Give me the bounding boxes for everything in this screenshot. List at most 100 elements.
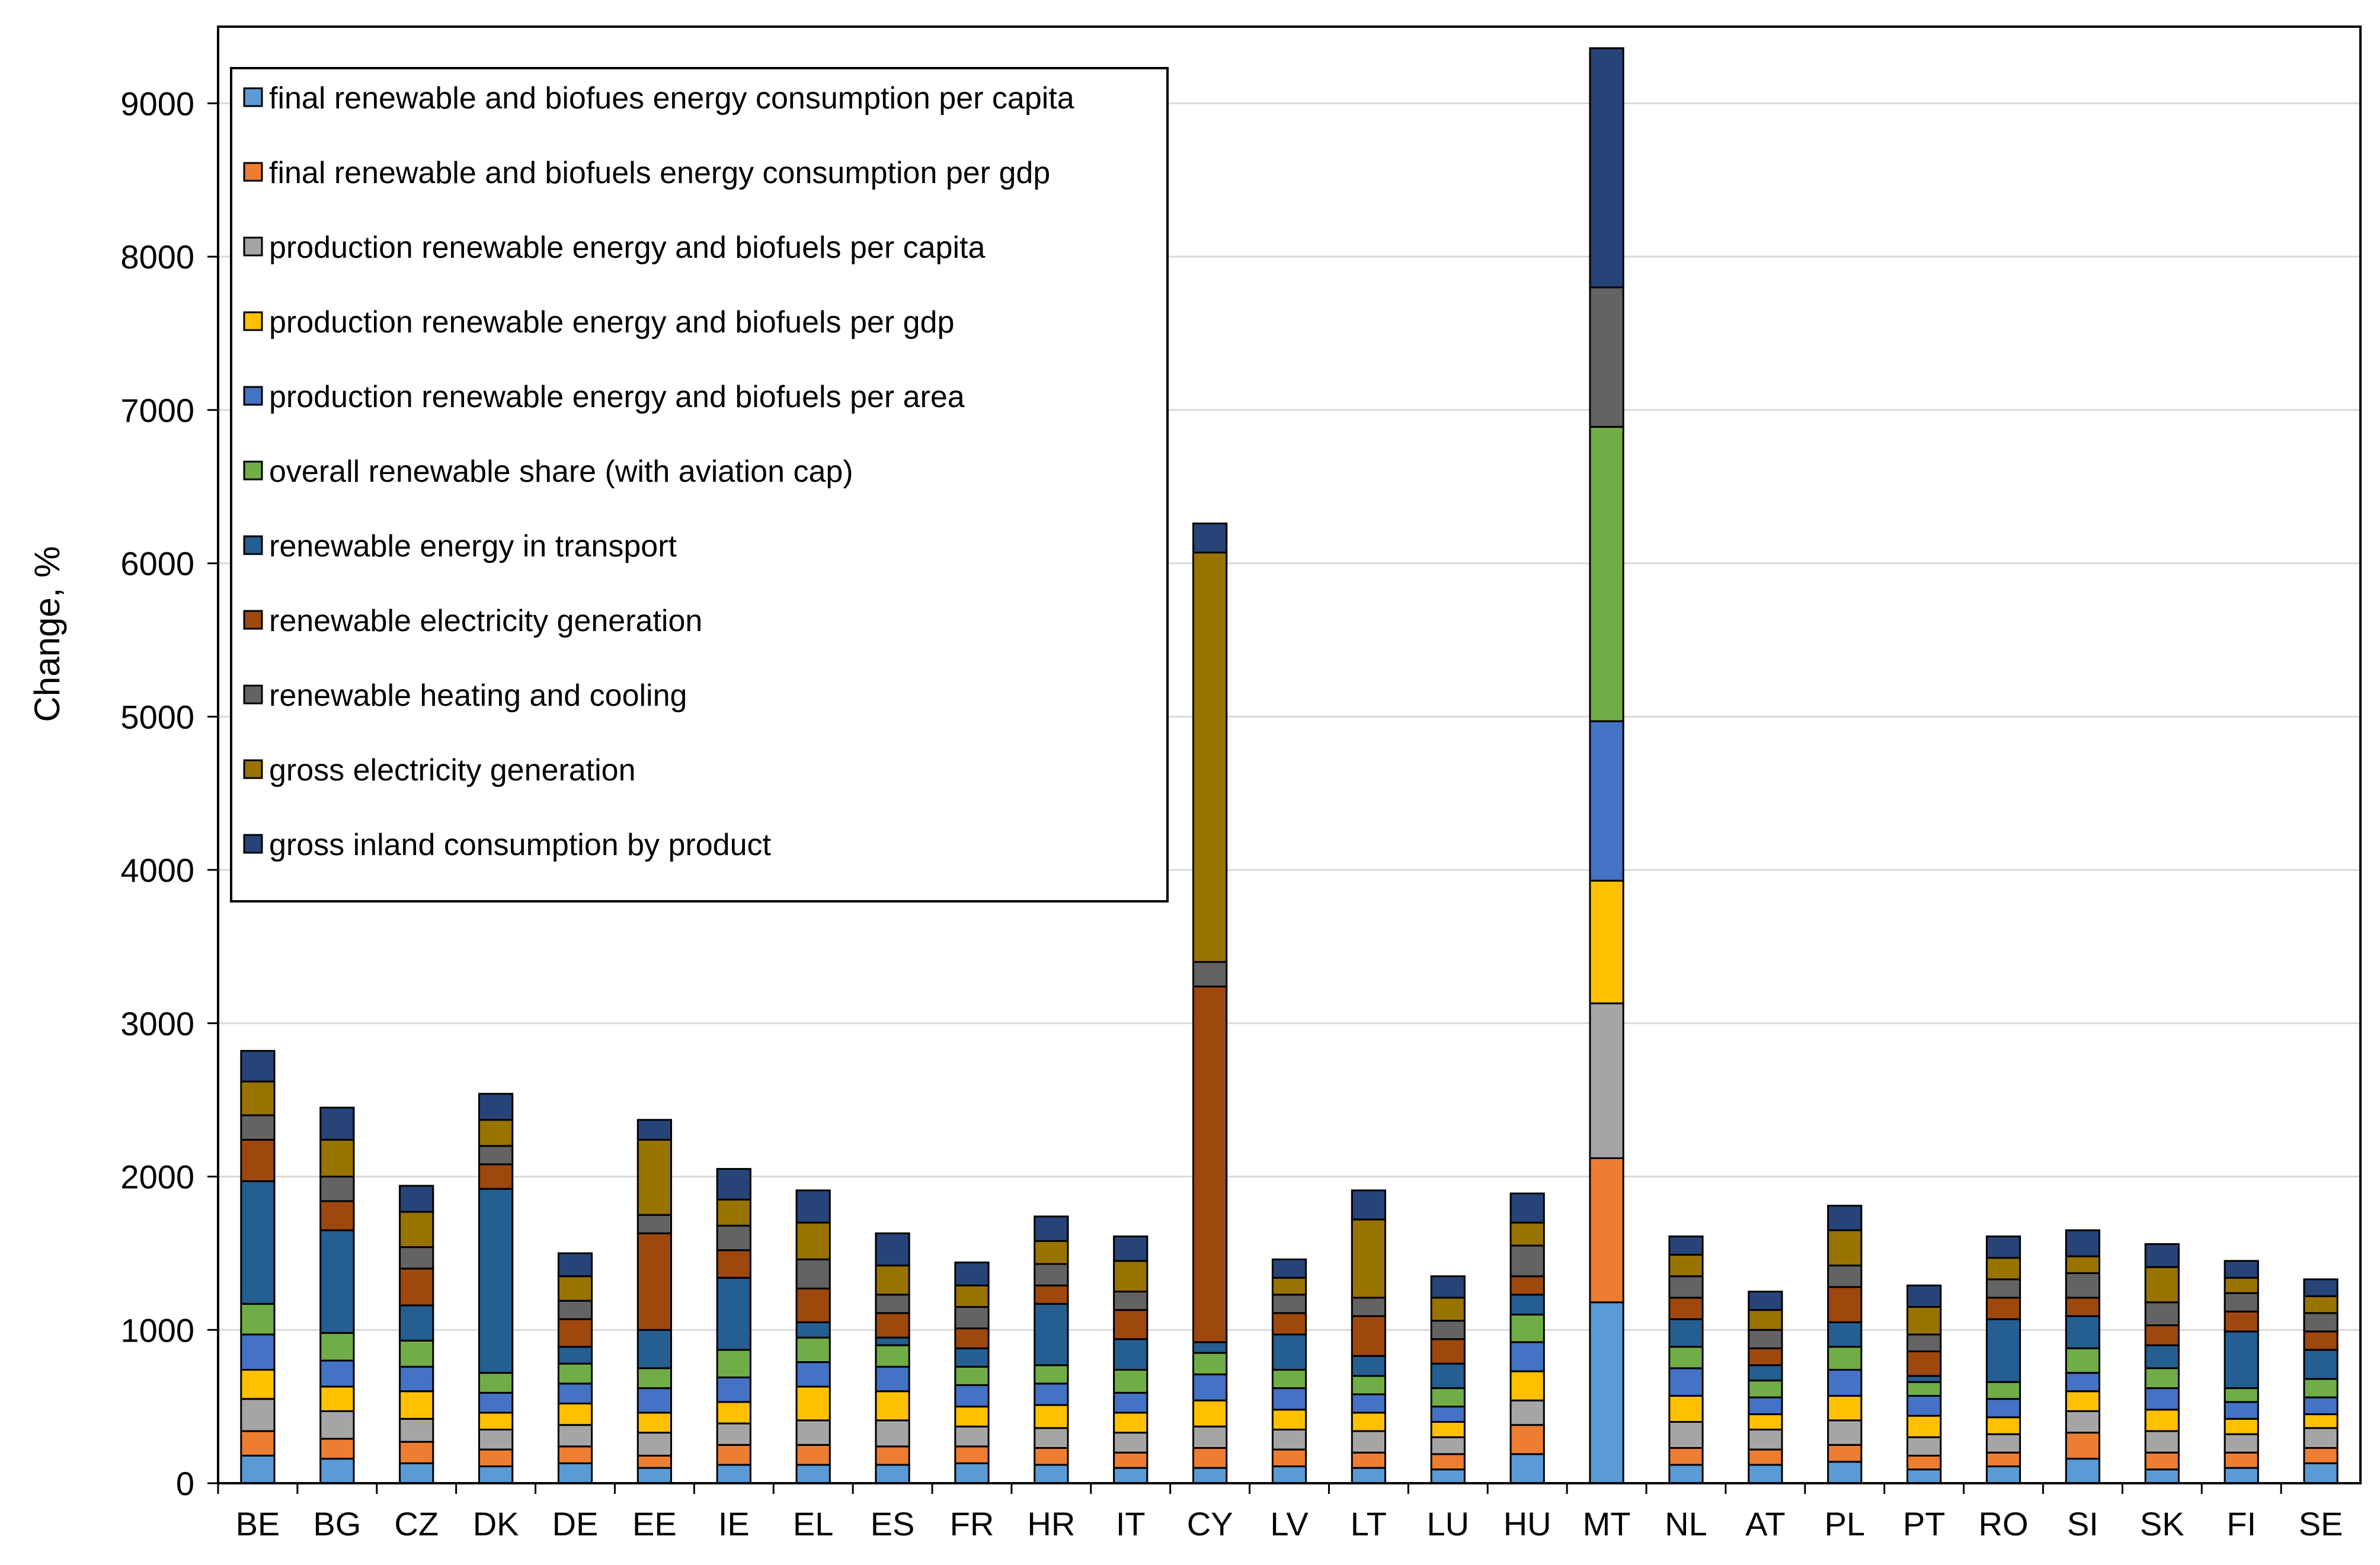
bar-segment-at-s8: [1748, 1347, 1783, 1366]
bar-segment-el-s8: [795, 1287, 831, 1323]
bar-segment-lt-s3: [1351, 1430, 1387, 1454]
bar-segment-lu-s8: [1430, 1338, 1466, 1365]
x-tick-label-si: SI: [2067, 1505, 2099, 1542]
legend-swatch-8: [243, 610, 263, 630]
x-tick-label-hu: HU: [1504, 1505, 1552, 1542]
bar-segment-sk-s11: [2144, 1243, 2180, 1268]
bar-segment-sk-s4: [2144, 1409, 2180, 1432]
bar-segment-lu-s3: [1430, 1436, 1466, 1455]
bar-segment-hu-s10: [1509, 1221, 1545, 1247]
bar-segment-de-s6: [557, 1362, 593, 1385]
bar-segment-cz-s6: [399, 1339, 434, 1368]
bar-segment-be-s8: [240, 1138, 276, 1182]
bar-segment-de-s9: [557, 1300, 593, 1320]
bar-segment-nl-s7: [1668, 1318, 1704, 1348]
y-tick-label: 3000: [120, 1005, 194, 1042]
bar-segment-ee-s5: [636, 1387, 673, 1414]
bar-segment-fi-s6: [2224, 1387, 2259, 1403]
bar-segment-fr-s2: [954, 1445, 990, 1464]
bar-segment-ee-s10: [636, 1138, 673, 1216]
bar-segment-nl-s10: [1668, 1253, 1704, 1278]
bar-segment-nl-s11: [1668, 1235, 1704, 1256]
bar-segment-sk-s8: [2144, 1324, 2180, 1346]
bar-segment-pt-s2: [1906, 1454, 1942, 1471]
bar-segment-lt-s8: [1351, 1315, 1387, 1357]
bar-segment-si-s3: [2065, 1410, 2101, 1434]
bar-segment-hu-s3: [1509, 1399, 1545, 1426]
bar-segment-ro-s10: [1985, 1257, 2021, 1281]
bar-segment-es-s9: [875, 1294, 910, 1314]
bar-segment-bg-s5: [319, 1359, 355, 1388]
x-tick-label-mt: MT: [1583, 1505, 1631, 1542]
bar-segment-dk-s8: [478, 1163, 514, 1190]
bar-segment-hu-s6: [1509, 1313, 1545, 1343]
bar-segment-ie-s7: [716, 1276, 751, 1351]
bar-segment-lt-s10: [1351, 1218, 1387, 1299]
bar-segment-lv-s7: [1271, 1333, 1307, 1371]
bar-segment-ro-s11: [1985, 1235, 2021, 1259]
bar-segment-ie-s5: [716, 1376, 751, 1403]
bar-segment-pl-s10: [1827, 1229, 1863, 1267]
y-tick-label: 8000: [120, 238, 194, 276]
bar-segment-dk-s11: [478, 1093, 514, 1121]
bar-segment-pl-s2: [1827, 1444, 1863, 1463]
bar-segment-cz-s1: [399, 1462, 434, 1484]
bar-segment-lt-s6: [1351, 1375, 1387, 1396]
bar-segment-hr-s10: [1034, 1240, 1069, 1265]
bar-segment-at-s9: [1748, 1329, 1783, 1349]
x-tick-label-fi: FI: [2227, 1505, 2256, 1542]
legend-swatch-1: [243, 87, 263, 107]
x-tick-label-cy: CY: [1187, 1505, 1233, 1542]
bar-segment-fi-s1: [2224, 1467, 2259, 1484]
bar-segment-lt-s9: [1351, 1297, 1387, 1317]
bar-segment-mt-s1: [1589, 1301, 1624, 1484]
bar-segment-es-s11: [875, 1232, 910, 1267]
y-tick-label: 2000: [120, 1158, 194, 1196]
bar-segment-be-s4: [240, 1369, 276, 1400]
bar-segment-bg-s11: [319, 1106, 355, 1141]
bar-segment-lu-s7: [1430, 1362, 1466, 1390]
bar-segment-cz-s9: [399, 1246, 434, 1270]
bar-segment-ee-s4: [636, 1412, 673, 1434]
bar-segment-fr-s11: [954, 1261, 990, 1286]
bar-segment-pt-s9: [1906, 1333, 1942, 1352]
bar-segment-sk-s1: [2144, 1468, 2180, 1484]
bar-segment-si-s11: [2065, 1229, 2101, 1257]
bar-segment-se-s11: [2303, 1278, 2339, 1297]
bar-segment-ee-s7: [636, 1329, 673, 1369]
legend-label-8: renewable electricity generation: [269, 604, 702, 638]
bar-segment-fi-s4: [2224, 1417, 2259, 1435]
bar-segment-hr-s3: [1034, 1427, 1069, 1449]
bar-segment-lu-s4: [1430, 1421, 1466, 1438]
bar-segment-bg-s7: [319, 1229, 355, 1334]
bar-segment-el-s9: [795, 1258, 831, 1289]
bar-segment-cy-s3: [1192, 1425, 1228, 1449]
bar-segment-fr-s10: [954, 1284, 990, 1308]
bar-segment-lu-s1: [1430, 1468, 1466, 1484]
bar-segment-se-s1: [2303, 1462, 2339, 1484]
bar-segment-lv-s4: [1271, 1409, 1307, 1430]
bar-segment-it-s7: [1113, 1338, 1149, 1371]
bar-segment-dk-s3: [478, 1428, 514, 1451]
bar-segment-el-s1: [795, 1464, 831, 1484]
legend: final renewable and biofues energy consu…: [230, 67, 1169, 902]
bar-segment-pt-s11: [1906, 1284, 1942, 1308]
legend-swatch-10: [243, 759, 263, 779]
bar-segment-fi-s3: [2224, 1433, 2259, 1454]
bar-segment-ro-s5: [1985, 1398, 2021, 1419]
bar-segment-ie-s9: [716, 1224, 751, 1252]
bar-segment-ie-s3: [716, 1422, 751, 1446]
legend-swatch-3: [243, 236, 263, 257]
bar-segment-ee-s9: [636, 1214, 673, 1234]
bar-segment-pt-s1: [1906, 1468, 1942, 1484]
bar-segment-si-s2: [2065, 1432, 2101, 1460]
bar-segment-cy-s1: [1192, 1467, 1228, 1484]
bar-segment-cy-s7: [1192, 1341, 1228, 1354]
bar-segment-es-s4: [875, 1390, 910, 1422]
x-tick-label-hr: HR: [1027, 1505, 1075, 1542]
bar-segment-dk-s1: [478, 1465, 514, 1484]
bar-segment-ie-s1: [716, 1464, 751, 1484]
bar-segment-nl-s9: [1668, 1275, 1704, 1299]
bar-segment-nl-s5: [1668, 1367, 1704, 1397]
